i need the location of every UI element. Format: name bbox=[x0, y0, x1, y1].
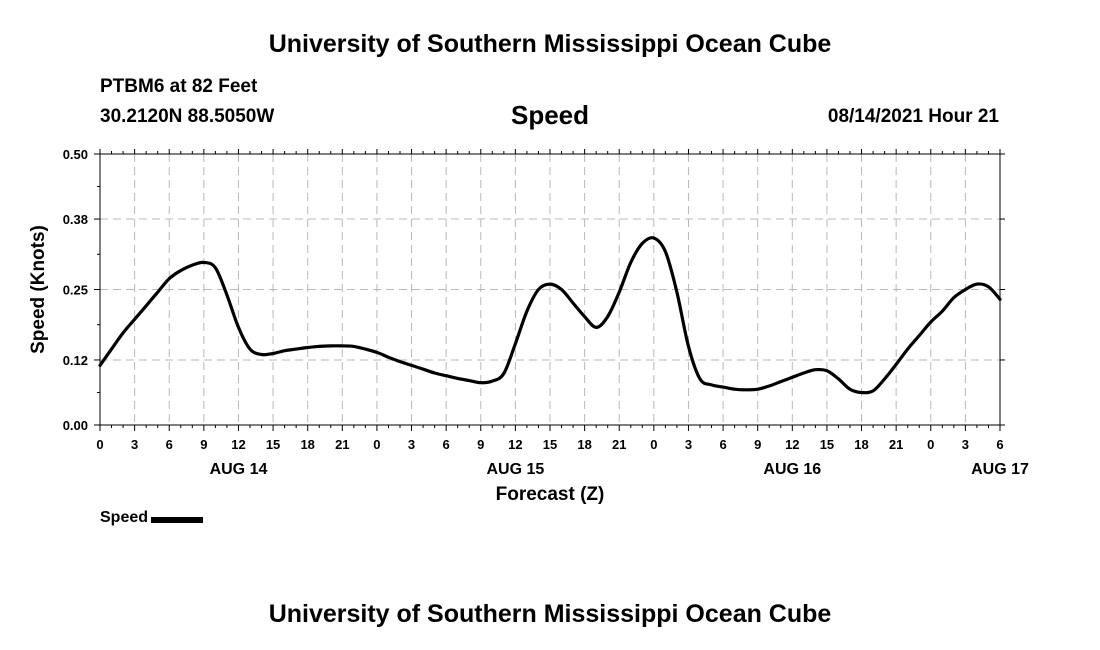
x-tick-label: 0 bbox=[927, 437, 934, 452]
x-tick-label: 21 bbox=[612, 437, 626, 452]
station-label: PTBM6 at 82 Feet bbox=[100, 76, 258, 97]
x-tick-label: 21 bbox=[335, 437, 349, 452]
x-tick-label: 15 bbox=[266, 437, 280, 452]
series-layer bbox=[98, 236, 1002, 395]
axes bbox=[94, 149, 1005, 431]
date-label: AUG 17 bbox=[971, 461, 1029, 478]
x-tick-label: 0 bbox=[650, 437, 657, 452]
x-tick-label: 3 bbox=[962, 437, 969, 452]
date-label: AUG 16 bbox=[763, 461, 821, 478]
tick-labels: 0.00 0.12 0.25 0.38 0.50 0 3 6 9 12 15 18 21 0 3 6 9 12 15… bbox=[28, 147, 1029, 505]
x-tick-label: 21 bbox=[889, 437, 903, 452]
x-tick-label: 0 bbox=[96, 437, 103, 452]
header-title: University of Southern Mississippi Ocean… bbox=[268, 30, 832, 58]
x-tick-label: 12 bbox=[785, 437, 799, 452]
datetime-label: 08/14/2021 Hour 21 bbox=[827, 106, 999, 127]
y-tick-label: 0.25 bbox=[63, 283, 88, 298]
legend-swatch bbox=[151, 517, 204, 523]
coordinates-label: 30.2120N 88.5050W bbox=[100, 106, 275, 127]
y-tick-label: 0.38 bbox=[63, 212, 88, 227]
x-tick-label: 0 bbox=[373, 437, 380, 452]
x-tick-label: 6 bbox=[166, 437, 173, 452]
y-tick-label: 0.12 bbox=[63, 353, 88, 368]
y-tick-label: 0.00 bbox=[63, 418, 88, 433]
y-axis-label: Speed (Knots) bbox=[28, 225, 49, 354]
x-tick-label: 3 bbox=[408, 437, 415, 452]
x-tick-label: 3 bbox=[131, 437, 138, 452]
x-tick-label: 9 bbox=[754, 437, 761, 452]
x-tick-label: 9 bbox=[200, 437, 207, 452]
date-label: AUG 14 bbox=[210, 461, 268, 478]
x-tick-label: 12 bbox=[508, 437, 522, 452]
footer-title: University of Southern Mississippi Ocean… bbox=[268, 600, 832, 628]
date-label: AUG 15 bbox=[486, 461, 544, 478]
grid-lines bbox=[100, 154, 1000, 425]
series-line-speed bbox=[98, 236, 1002, 395]
x-tick-label: 6 bbox=[996, 437, 1003, 452]
chart-title: Speed bbox=[510, 100, 590, 130]
x-tick-label: 9 bbox=[477, 437, 484, 452]
x-tick-label: 18 bbox=[577, 437, 591, 452]
x-tick-label: 6 bbox=[719, 437, 726, 452]
x-tick-label: 12 bbox=[231, 437, 245, 452]
legend: Speed bbox=[100, 509, 204, 527]
x-tick-label: 18 bbox=[300, 437, 314, 452]
x-tick-label: 6 bbox=[443, 437, 450, 452]
x-tick-label: 15 bbox=[543, 437, 557, 452]
x-axis-label: Forecast (Z) bbox=[496, 484, 605, 505]
x-tick-label: 15 bbox=[820, 437, 834, 452]
plot-frame bbox=[99, 153, 1001, 426]
x-tick-label: 3 bbox=[685, 437, 692, 452]
x-tick-label: 18 bbox=[854, 437, 868, 452]
y-tick-label: 0.50 bbox=[63, 147, 88, 162]
legend-label: Speed bbox=[100, 509, 149, 526]
